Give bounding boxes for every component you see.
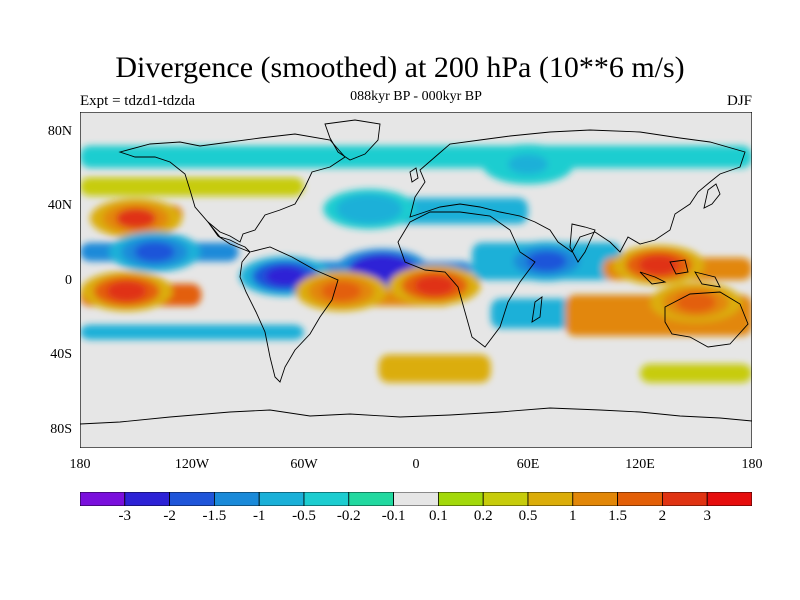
lat-label-40n: 40N (47, 198, 72, 213)
north-america-coastline (118, 133, 346, 243)
colorbar-swatch (437, 492, 484, 506)
map-title: Divergence (smoothed) at 200 hPa (10**6 … (115, 51, 685, 84)
experiment-label: Expt = tdzd1-tdzda (80, 93, 196, 109)
mexico-coastline (207, 221, 251, 253)
colorbar-swatch (617, 492, 663, 506)
colorbar-swatch (393, 492, 439, 506)
africa-coastline (397, 211, 536, 348)
colorbar-swatch (706, 492, 752, 506)
eurasia-coastline (409, 129, 746, 253)
colorbar-swatch (169, 492, 215, 506)
antarctica-coastline (80, 407, 752, 425)
colorbar-swatch (124, 492, 170, 506)
colorbar-tick-label: 0.5 (518, 508, 538, 524)
colorbar-swatch (348, 492, 394, 506)
west-pacific-positive (676, 292, 716, 313)
season-label: DJF (726, 93, 752, 109)
lat-label-40s: 40S (50, 347, 72, 362)
colorbar-swatch (662, 492, 708, 506)
south-atlantic-positive (321, 281, 362, 302)
lon-label-60w: 60W (290, 457, 318, 472)
colorbar-swatch (80, 492, 126, 506)
lon-label-180w: 180 (69, 457, 91, 472)
madagascar-coastline (531, 296, 543, 323)
divergence-field (80, 144, 752, 383)
colorbar-tick-label: -1.5 (202, 508, 227, 524)
lon-label-60e: 60E (516, 457, 540, 472)
tropical-atlantic-negative (362, 258, 403, 279)
colorbar-tick-label: 1 (569, 508, 577, 524)
britain-coastline (409, 167, 419, 183)
divergence-band-4 (80, 324, 304, 340)
lat-label-80n: 80N (47, 124, 72, 139)
period-label: 088kyr BP - 000kyr BP (350, 89, 482, 104)
divergence-band-13 (80, 177, 304, 196)
south-america-coastline (239, 246, 339, 383)
india-coastline (569, 223, 596, 263)
colorbar-tick-label: -0.1 (381, 508, 406, 524)
colorbar-tick-label: 2 (658, 508, 667, 524)
eurasia-high-latitude-negative (508, 154, 548, 175)
central-africa-positive (414, 275, 455, 296)
colorbar-tick-label: 0.1 (429, 508, 448, 524)
east-pacific-equatorial-positive (106, 281, 147, 302)
central-pacific-negative-band (134, 242, 175, 262)
south-america-amazon-negative (265, 266, 306, 287)
greenland-coastline (324, 119, 381, 161)
australia-coastline (664, 291, 749, 348)
lon-label-180e: 180 (741, 457, 763, 472)
colorbar-swatch (482, 492, 529, 506)
colorbar-swatch (303, 492, 350, 506)
lon-label-120e: 120E (625, 457, 655, 472)
colorbar-tick-label: -0.2 (336, 508, 361, 524)
colorbar-swatch (213, 492, 260, 506)
indonesia-coastline (639, 259, 721, 288)
divergence-band-12 (80, 145, 752, 168)
colorbar-swatch (572, 492, 618, 506)
lat-label-0: 0 (65, 273, 72, 288)
colorbar-tick-label: -1 (252, 508, 266, 524)
maritime-continent-positive (638, 255, 679, 276)
colorbar (80, 492, 752, 506)
north-pacific-subtropical-positive (116, 208, 156, 229)
colorbar-tick-label: 0.2 (473, 508, 493, 524)
colorbar-tick-label: -3 (118, 508, 132, 524)
japan-coastline (703, 183, 721, 209)
lon-label-0: 0 (412, 457, 420, 472)
colorbar-tick-label: 1.5 (608, 508, 627, 524)
divergence-band-14 (378, 354, 491, 383)
colorbar-tick-label: 3 (703, 508, 711, 524)
divergence-band-15 (640, 364, 752, 383)
colorbar-tick-label: -2 (163, 508, 176, 524)
lat-label-80s: 80S (50, 422, 72, 437)
north-atlantic-negative (349, 199, 390, 220)
lon-label-120w: 120W (174, 457, 210, 472)
colorbar-swatch (258, 492, 305, 506)
indian-ocean-negative (526, 251, 567, 272)
coastlines (80, 119, 752, 425)
colorbar-swatch (527, 492, 574, 506)
colorbar-tick-label: -0.5 (292, 508, 316, 524)
divergence-map (80, 112, 752, 448)
